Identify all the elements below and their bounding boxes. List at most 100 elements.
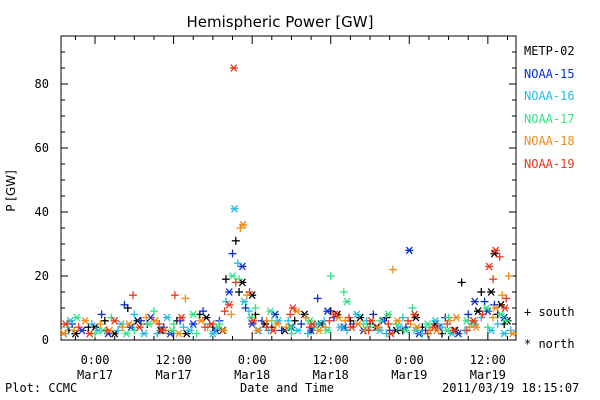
south-data-point xyxy=(149,307,158,316)
south-data-point xyxy=(345,313,354,322)
south-data-point xyxy=(136,316,145,325)
north-data-point xyxy=(423,320,432,328)
plot-timestamp: 2011/03/19 18:15:07 xyxy=(442,381,580,395)
north-data-point xyxy=(273,320,282,328)
south-data-point xyxy=(502,294,511,303)
north-data-point xyxy=(500,304,509,312)
north-data-point xyxy=(474,307,483,316)
north-data-point xyxy=(157,326,166,335)
north-data-point xyxy=(71,329,80,338)
south-data-point xyxy=(129,291,138,300)
north-symbol-key: * north xyxy=(524,337,575,351)
south-data-point xyxy=(384,320,393,328)
south-data-point xyxy=(235,288,244,296)
south-data-point xyxy=(228,249,237,258)
north-data-point xyxy=(72,313,81,322)
north-data-point xyxy=(293,326,302,335)
south-data-point xyxy=(321,323,330,332)
x-tick-label-date: Mar17 xyxy=(156,368,192,382)
y-tick-label: 80 xyxy=(35,77,49,91)
x-tick-label-date: Mar17 xyxy=(77,368,113,382)
south-data-point xyxy=(120,300,129,309)
north-data-point xyxy=(240,297,249,306)
north-data-point xyxy=(343,297,352,306)
south-data-point xyxy=(221,275,230,284)
north-data-point xyxy=(314,326,323,335)
south-data-point xyxy=(480,297,489,306)
south-data-point xyxy=(443,320,452,328)
north-data-point xyxy=(225,300,234,309)
north-data-point xyxy=(500,329,509,338)
north-data-point xyxy=(59,329,68,338)
north-data-point xyxy=(491,246,500,255)
north-data-point xyxy=(384,310,393,319)
south-data-point xyxy=(408,304,417,312)
y-tick-label: 0 xyxy=(42,333,49,347)
north-data-point xyxy=(334,313,343,322)
south-data-point xyxy=(201,323,210,332)
north-data-point xyxy=(144,320,153,328)
north-data-point xyxy=(239,220,247,229)
x-tick-label-time: 12:00 xyxy=(470,353,506,367)
y-tick-label: 20 xyxy=(35,269,49,283)
north-data-point xyxy=(151,316,160,325)
plot-area-frame xyxy=(60,35,517,341)
north-data-point xyxy=(496,310,505,319)
north-data-point xyxy=(135,323,144,332)
north-data-point xyxy=(174,329,183,338)
north-data-point xyxy=(472,323,481,332)
south-data-point xyxy=(97,310,106,319)
north-data-point xyxy=(230,204,239,213)
south-data-point xyxy=(364,326,373,335)
legend-item: NOAA-17 xyxy=(524,111,575,126)
legend-item: NOAA-19 xyxy=(524,156,575,171)
south-data-point xyxy=(96,320,105,328)
north-data-point xyxy=(485,262,494,271)
north-data-point xyxy=(449,326,458,335)
north-data-point xyxy=(177,313,186,322)
south-data-point xyxy=(113,326,122,335)
south-data-point xyxy=(313,294,322,303)
south-data-point xyxy=(462,326,471,335)
north-data-point xyxy=(225,288,234,296)
south-data-point xyxy=(87,320,96,328)
south-data-point xyxy=(388,265,397,274)
north-data-point xyxy=(431,316,440,325)
north-data-point xyxy=(330,310,339,319)
south-data-point xyxy=(118,323,127,332)
north-data-point xyxy=(402,326,411,335)
north-data-point xyxy=(292,307,301,316)
north-data-point xyxy=(491,304,500,312)
north-data-point xyxy=(393,316,402,325)
south-data-point xyxy=(100,316,109,325)
south-data-point xyxy=(102,326,111,335)
north-data-point xyxy=(386,329,395,338)
north-data-point xyxy=(452,313,461,322)
south-data-point xyxy=(489,275,498,284)
north-data-point xyxy=(367,316,376,325)
south-data-point xyxy=(282,323,291,332)
north-data-point xyxy=(228,272,237,280)
south-data-point xyxy=(502,316,511,325)
north-data-point xyxy=(470,297,479,306)
south-data-point xyxy=(423,329,432,338)
south-data-point xyxy=(301,313,310,322)
south-data-point xyxy=(70,326,79,335)
south-data-point xyxy=(493,320,502,328)
chart-title: Hemispheric Power [GW] xyxy=(187,13,374,31)
legend-item: NOAA-16 xyxy=(524,89,575,103)
north-data-point xyxy=(323,307,332,316)
north-data-point xyxy=(347,323,356,332)
north-data-point xyxy=(430,323,439,332)
south-data-point xyxy=(179,323,188,332)
x-axis: 0:00Mar1712:00Mar170:00Mar1812:00Mar180:… xyxy=(74,36,508,382)
south-symbol-key: + south xyxy=(524,305,575,319)
legend-item: METP-02 xyxy=(524,44,575,58)
south-data-point xyxy=(251,304,260,312)
north-data-point xyxy=(336,323,345,332)
legend-item: NOAA-15 xyxy=(524,66,575,81)
x-tick-label-date: Mar18 xyxy=(313,368,349,382)
x-tick-label-date: Mar19 xyxy=(391,368,427,382)
south-data-point xyxy=(303,329,312,338)
